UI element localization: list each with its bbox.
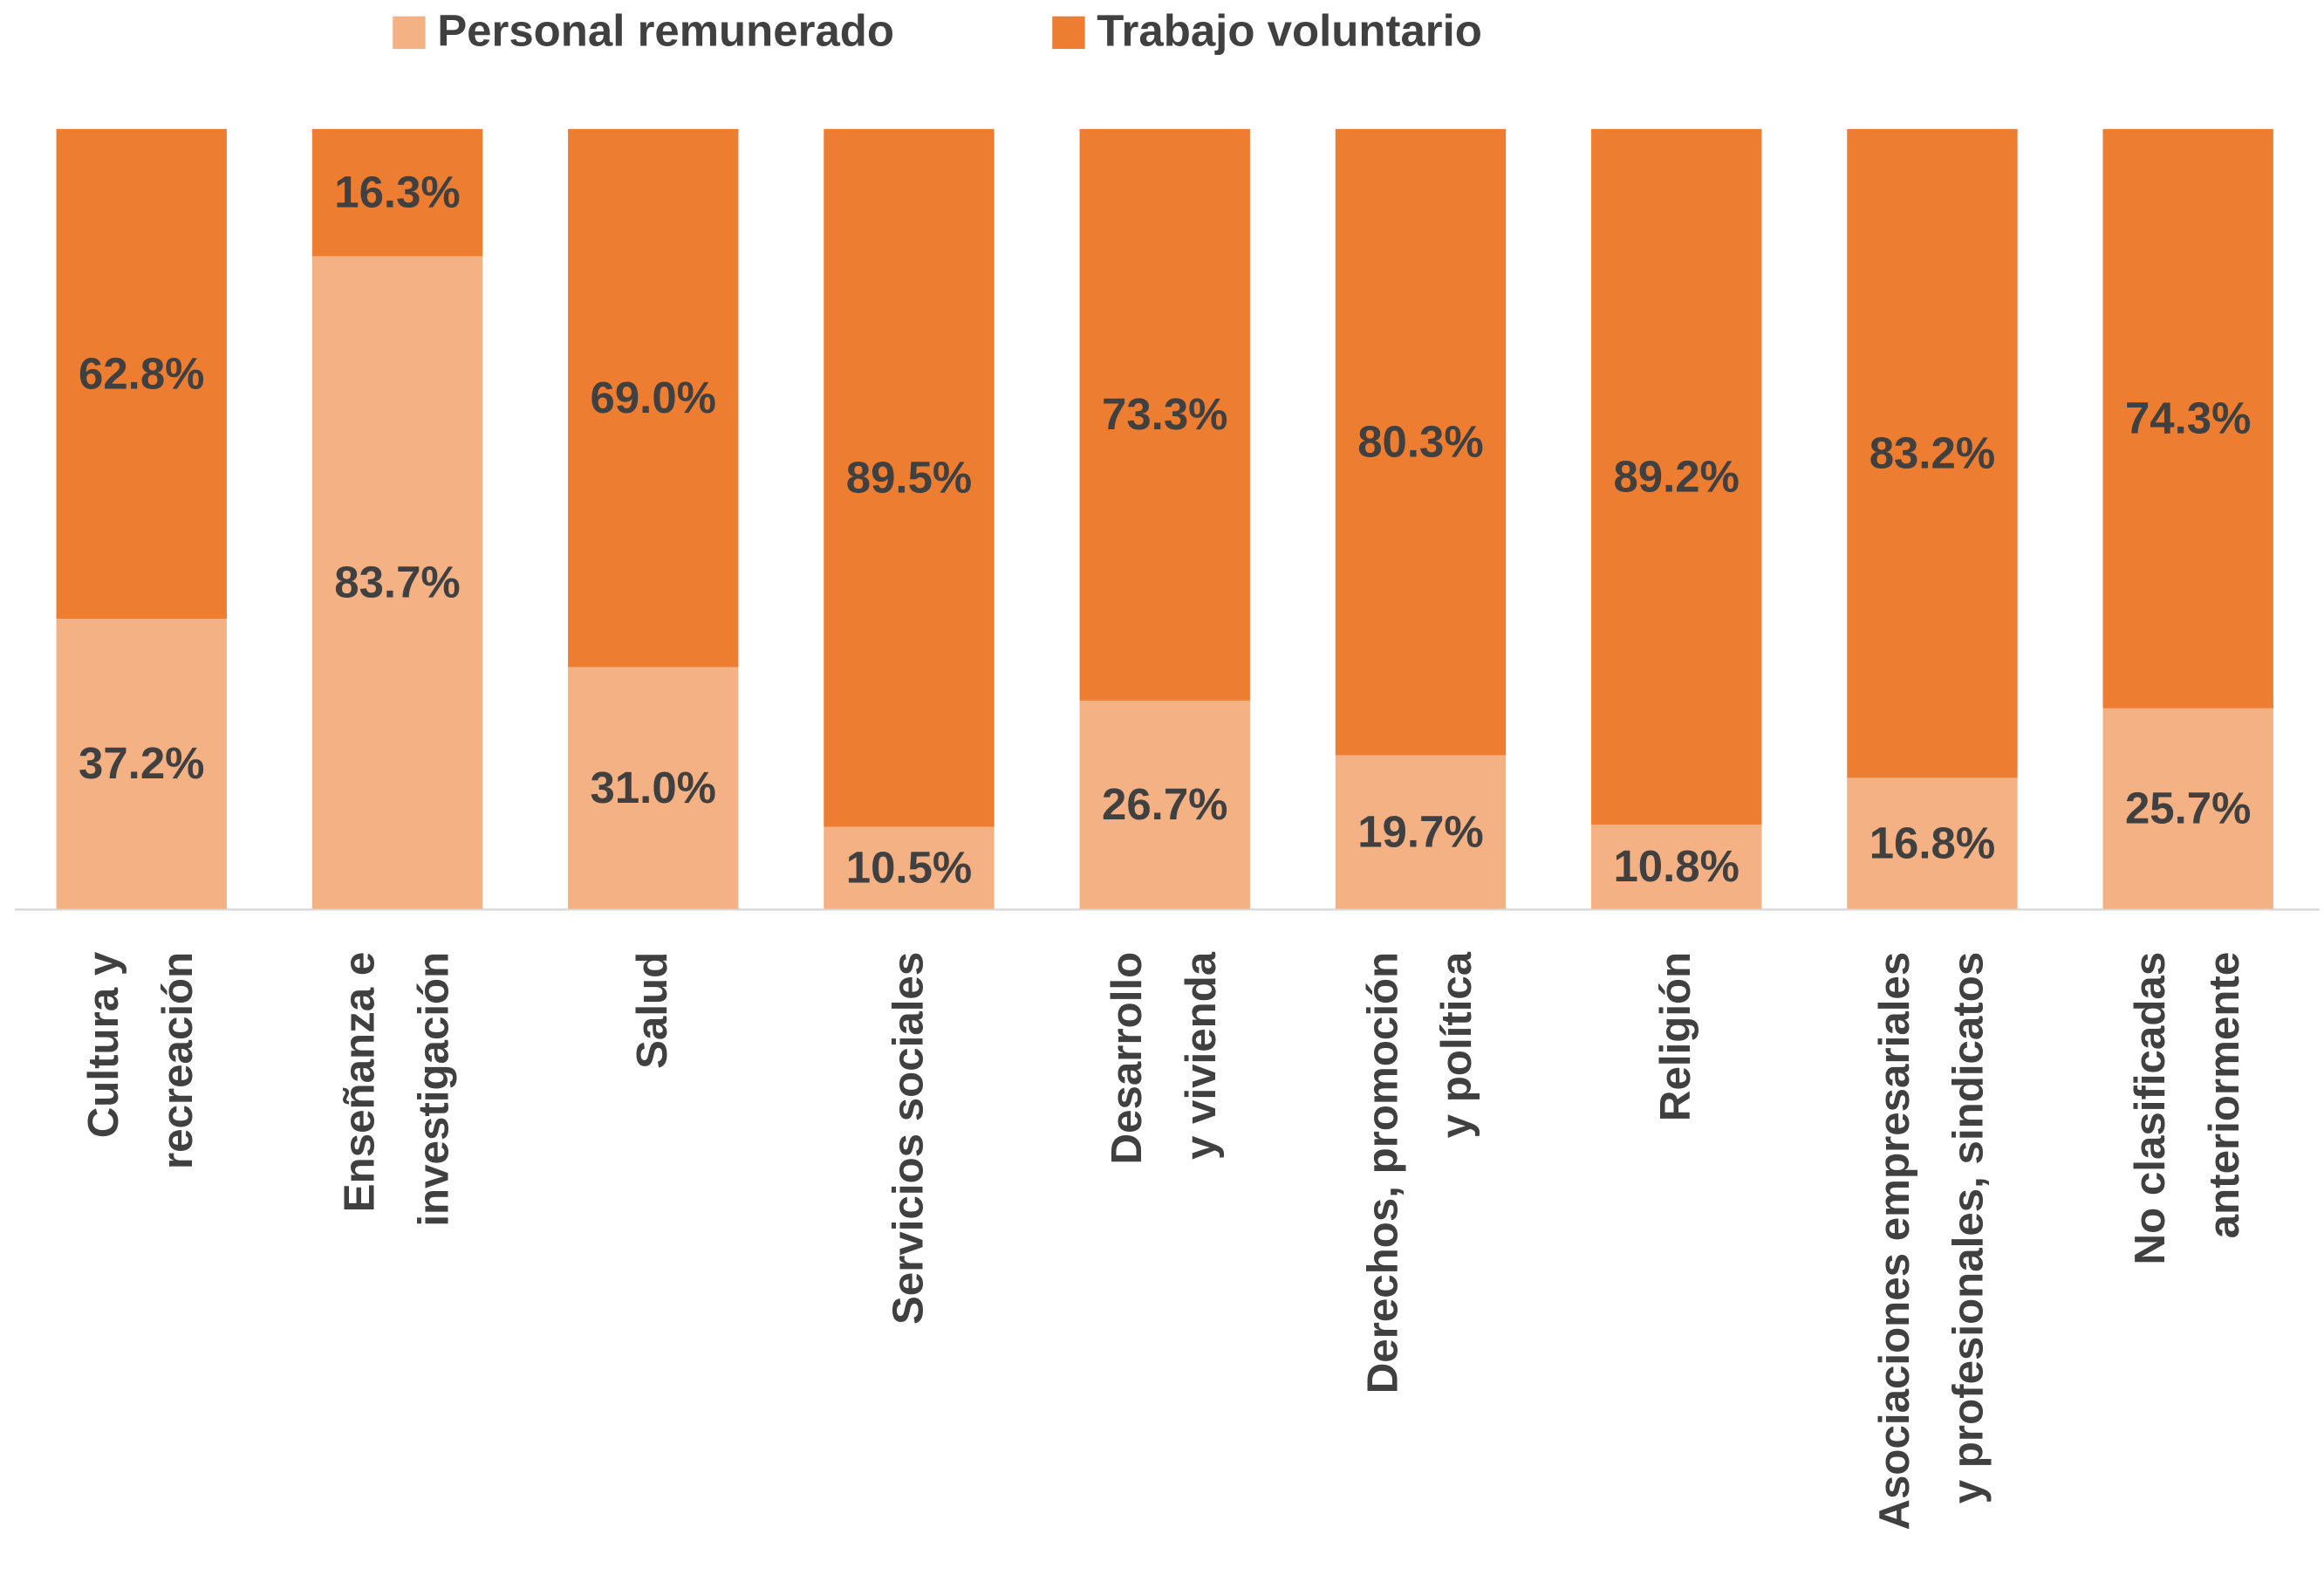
data-label: 31.0% <box>590 763 715 812</box>
data-label: 80.3% <box>1357 417 1483 467</box>
x-tick-label-box: Enseñanza e investigación <box>336 951 459 1227</box>
bar-segment <box>824 826 995 909</box>
bar-segment <box>2102 708 2273 909</box>
bar-segment <box>2102 128 2273 709</box>
data-label: 10.8% <box>1613 841 1739 891</box>
legend-label: Trabajo voluntario <box>1097 6 1482 56</box>
bar-segment <box>568 667 739 909</box>
data-label: 37.2% <box>79 738 204 788</box>
bar-segment <box>1591 824 1762 909</box>
data-label: 10.5% <box>846 842 972 892</box>
data-label: 16.3% <box>334 168 460 217</box>
legend-swatch <box>1052 16 1085 50</box>
x-tick-label-box: Cultura y recreación <box>80 951 202 1170</box>
legend-swatch <box>393 16 426 50</box>
x-tick-label-box: Desarrollo y vivienda <box>1104 951 1226 1165</box>
bar-segment <box>1847 128 2018 778</box>
data-label: 62.8% <box>79 348 204 398</box>
data-label: 69.0% <box>590 373 715 422</box>
data-label: 16.8% <box>1869 818 1995 867</box>
data-label: 26.7% <box>1102 779 1227 829</box>
x-tick-label: Enseñanza e investigación <box>336 951 459 1227</box>
data-label: 19.7% <box>1357 806 1483 856</box>
x-tick-label: Asociaciones empresariales y profesional… <box>1871 951 1993 1531</box>
x-tick-label: Cultura y recreación <box>80 951 202 1170</box>
bar-segment <box>1847 777 2018 909</box>
data-label: 74.3% <box>2125 394 2251 443</box>
bar-segment <box>824 128 995 827</box>
bar-segment <box>568 128 739 668</box>
data-label: 25.7% <box>2125 784 2251 833</box>
bar-segment <box>311 128 483 257</box>
bar-segment <box>1335 128 1507 756</box>
bar-segment <box>1079 700 1250 909</box>
bar-segment <box>56 128 227 620</box>
x-tick-label: No clasificadas anteriormente <box>2127 951 2249 1265</box>
x-tick-label-box: Religión <box>1652 951 1700 1122</box>
x-tick-label-box: Servicios sociales <box>885 951 933 1325</box>
bar-segment <box>1335 755 1507 909</box>
x-tick-label-box: Derechos, promoción y política <box>1359 951 1482 1394</box>
bar-segment <box>1591 128 1762 825</box>
x-tick-label: Servicios sociales <box>885 951 933 1325</box>
x-tick-label: Desarrollo y vivienda <box>1104 951 1226 1165</box>
bar-segment <box>56 619 227 909</box>
x-tick-label-box: Salud <box>629 951 677 1069</box>
x-tick-label-box: No clasificadas anteriormente <box>2127 951 2249 1265</box>
data-label: 73.3% <box>1102 389 1227 439</box>
x-tick-label: Salud <box>629 951 677 1069</box>
bar-segment <box>311 256 483 909</box>
data-label: 89.5% <box>846 453 972 503</box>
x-tick-label: Derechos, promoción y política <box>1359 951 1482 1394</box>
data-label: 83.2% <box>1869 428 1995 477</box>
data-label: 83.7% <box>334 557 460 606</box>
bar-segment <box>1079 128 1250 701</box>
x-tick-label: Religión <box>1652 951 1700 1122</box>
data-label: 89.2% <box>1613 451 1739 501</box>
legend-label: Personal remunerado <box>437 6 894 56</box>
x-tick-label-box: Asociaciones empresariales y profesional… <box>1871 951 1993 1531</box>
